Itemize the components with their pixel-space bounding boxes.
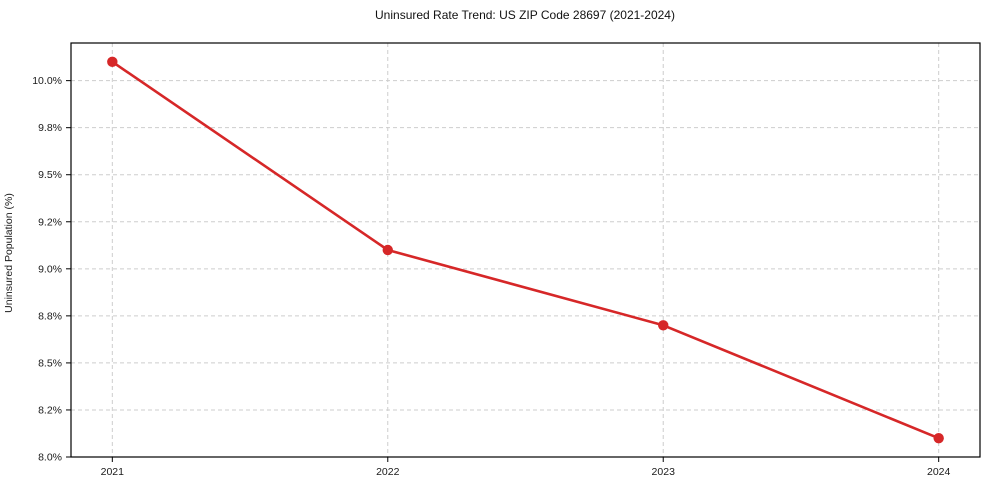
x-tick-label: 2023 [652,466,676,478]
y-axis-label: Uninsured Population (%) [3,193,15,313]
x-tick-label: 2022 [376,466,400,478]
data-point [658,320,669,331]
x-tick-label: 2021 [101,466,125,478]
y-tick-label: 8.0% [38,452,62,464]
y-tick-label: 10.0% [32,75,62,87]
chart-title: Uninsured Rate Trend: US ZIP Code 28697 … [375,8,675,22]
y-tick-label: 9.8% [38,122,62,134]
y-tick-label: 8.8% [38,310,62,322]
x-tick-label: 2024 [927,466,951,478]
data-point [933,432,944,444]
data-point [107,56,118,68]
y-tick-label: 8.2% [38,404,62,416]
data-point [382,244,393,256]
plot-border [70,42,981,458]
gridlines [71,43,980,458]
y-tick-label: 9.2% [38,216,62,228]
data-series [107,56,944,444]
y-tick-label: 9.5% [38,169,62,181]
axis-tick-labels: 8.0% 8.2% 8.5% 8.8% 9.0% 9.2% 9.5% 9.8% 10.0% 202… [32,75,950,478]
y-tick-label: 9.0% [38,263,62,275]
y-tick-label: 8.5% [38,357,62,369]
axis-ticks [66,80,940,462]
trend-line [111,60,940,440]
